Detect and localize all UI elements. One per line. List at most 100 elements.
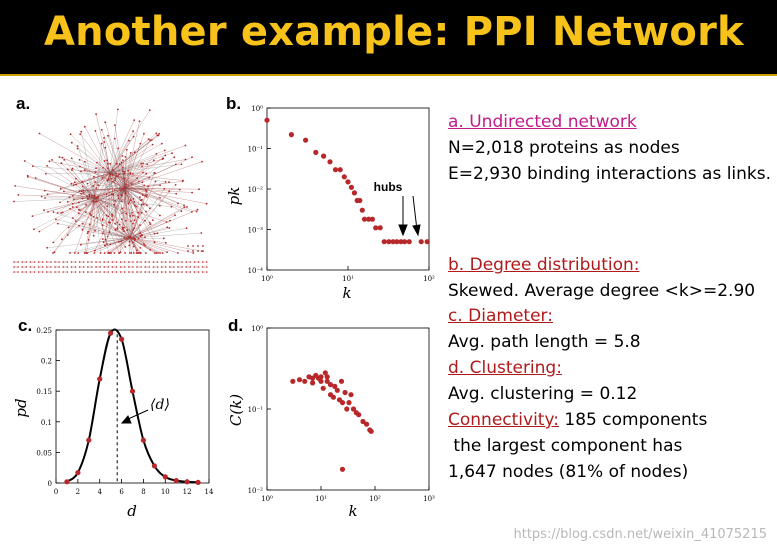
data-point (361, 216, 368, 222)
d-heading: d. Clustering: (448, 358, 562, 378)
x-tick-label: 4 (97, 488, 102, 496)
data-point (303, 137, 309, 143)
data-point (318, 374, 324, 380)
y-tick-label: 0.2 (41, 358, 52, 366)
connectivity-count: 185 components (559, 410, 708, 430)
data-point (322, 370, 328, 376)
data-point (97, 376, 103, 382)
data-point (345, 179, 351, 185)
data-point (390, 239, 396, 245)
y-tick-label: 10⁻² (248, 186, 264, 194)
data-point (290, 378, 296, 384)
data-point (332, 383, 338, 389)
data-point (264, 117, 270, 123)
data-point (334, 387, 340, 393)
data-point (184, 479, 190, 485)
title-bar: Another example: PPI Network (0, 0, 777, 76)
data-point (296, 377, 303, 383)
clustering-chart: 10⁰ 10⁻¹ 10⁻² 10⁰ 10¹ 10² 10³ C(k) k (227, 325, 435, 520)
y-tick-label: 0.15 (36, 388, 52, 396)
hubs-arrow-1 (398, 196, 408, 237)
data-point (173, 478, 179, 484)
network-nodes (13, 108, 208, 254)
data-point (406, 239, 412, 245)
data-point (377, 225, 383, 231)
data-point (402, 239, 408, 245)
data-point (195, 479, 201, 485)
data-point (381, 239, 387, 245)
data-point (321, 153, 327, 159)
data-point (337, 167, 343, 173)
data-point (364, 421, 370, 427)
data-point (338, 378, 345, 384)
plot-frame (55, 329, 210, 484)
y-tick-label: 0 (48, 480, 52, 488)
x-tick-label: 10³ (423, 495, 435, 503)
data-point (339, 400, 346, 406)
b-heading: b. Degree distribution: (448, 255, 640, 275)
data-point (310, 380, 316, 386)
y-tick-label: 0.05 (36, 449, 52, 457)
y-tick-label: 10⁰ (251, 325, 263, 333)
y-tick-label: 10⁻¹ (248, 146, 264, 154)
slide-title: Another example: PPI Network (44, 9, 744, 55)
data-point (344, 406, 350, 412)
data-point (418, 239, 424, 245)
data-point (357, 197, 363, 204)
network-graph-image (13, 108, 208, 273)
data-point (341, 174, 347, 180)
x-tick-label: 10¹ (315, 495, 327, 503)
data-point (368, 428, 374, 434)
data-point (75, 470, 81, 476)
panel-c-label: c. (18, 316, 33, 335)
network-edges (13, 109, 207, 254)
data-point (327, 159, 333, 165)
data-point (324, 374, 330, 380)
y-axis-label: pk (225, 187, 243, 206)
data-point (129, 388, 136, 394)
data-point (330, 394, 336, 400)
x-axis-label: d (127, 502, 137, 520)
a-heading: a. Undirected network (448, 112, 637, 132)
data-point (324, 378, 330, 384)
data-point (351, 190, 357, 196)
data-point (162, 474, 168, 480)
x-tick-label: 10¹ (342, 275, 354, 283)
data-point (342, 389, 348, 396)
x-tick-label: 10 (161, 488, 170, 496)
x-tick-label: 2 (76, 488, 80, 496)
data-point (356, 412, 362, 418)
panel-b-label: b. (226, 94, 242, 113)
data-point (346, 400, 352, 406)
data-point (339, 466, 346, 472)
y-tick-label: 0.25 (36, 327, 52, 335)
data-point (350, 406, 357, 412)
connectivity-line-2: the largest component has (448, 436, 683, 456)
data-point (398, 239, 404, 245)
data-point (360, 418, 366, 425)
data-point (64, 479, 70, 485)
data-point (394, 239, 400, 245)
connectivity-heading: Connectivity: (448, 410, 560, 430)
data-point (313, 149, 319, 155)
b-line: Skewed. Average degree <k>=2.90 (448, 281, 756, 301)
data-point (151, 463, 157, 469)
a-line-1: N=2,018 proteins as nodes (448, 138, 680, 158)
x-tick-label: 0 (54, 488, 58, 496)
x-tick-label: 14 (205, 488, 214, 496)
x-tick-label: 10⁰ (261, 275, 273, 283)
y-tick-label: 10⁻² (248, 487, 264, 495)
x-tick-label: 6 (119, 488, 124, 496)
data-point (348, 392, 354, 398)
y-axis-label: C(k) (227, 394, 245, 426)
hubs-annotation: hubs (374, 180, 403, 194)
mean-arrow (120, 409, 149, 424)
data-point (320, 385, 326, 391)
x-tick-label: 12 (183, 488, 192, 496)
data-point (369, 216, 375, 222)
x-tick-label: 10² (423, 275, 435, 283)
y-tick-label: 10⁻¹ (248, 406, 264, 414)
data-point (108, 330, 114, 336)
data-point (86, 437, 92, 443)
data-point (332, 167, 339, 173)
